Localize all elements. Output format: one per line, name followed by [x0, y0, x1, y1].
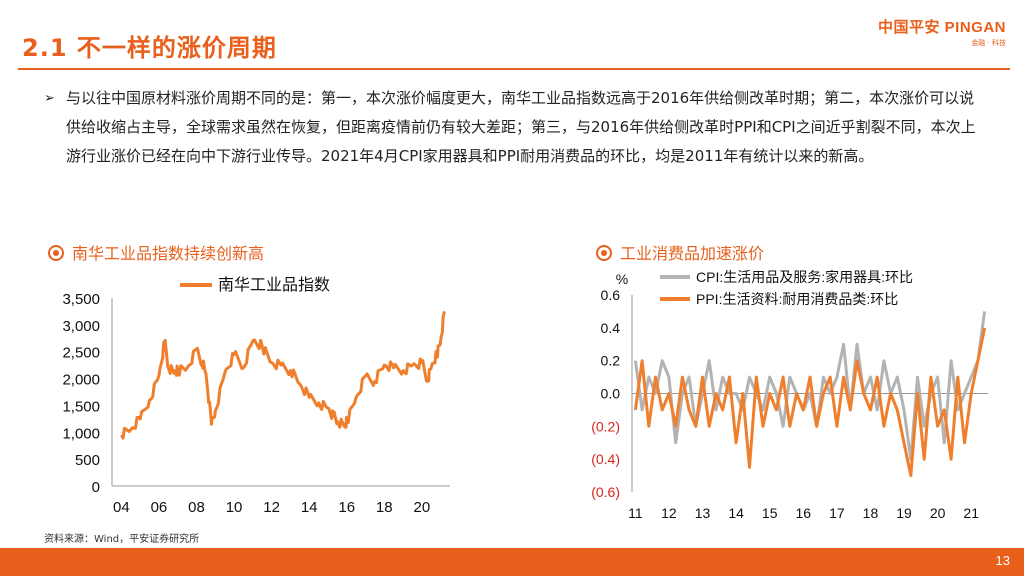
right-chart-title: 工业消费品加速涨价 — [596, 240, 764, 264]
x-tick-label: 18 — [376, 499, 393, 516]
bullet-arrow-icon: ➢ — [44, 91, 55, 106]
y-axis-unit-label: % — [616, 271, 628, 287]
x-tick-label: 10 — [226, 499, 243, 516]
y-tick-label: 0 — [92, 479, 100, 496]
y-tick-label: 0.2 — [601, 353, 621, 369]
y-tick-label: 2,500 — [62, 345, 100, 362]
legend-label-nanhua: 南华工业品指数 — [218, 276, 330, 294]
legend-label-cpi: CPI:生活用品及服务:家用器具:环比 — [696, 269, 913, 285]
x-tick-label: 20 — [930, 505, 946, 521]
x-tick-label: 04 — [113, 499, 130, 516]
x-tick-label: 12 — [263, 499, 280, 516]
footer-bar — [0, 548, 1024, 576]
y-tick-label: 3,000 — [62, 318, 100, 335]
x-tick-label: 12 — [661, 505, 677, 521]
y-tick-label: 500 — [75, 452, 100, 469]
x-tick-label: 13 — [695, 505, 711, 521]
x-tick-label: 20 — [413, 499, 430, 516]
page-title: 2.1 不一样的涨价周期 — [22, 34, 277, 62]
page-number: 13 — [995, 553, 1010, 568]
x-tick-label: 14 — [301, 499, 318, 516]
logo-sub-text: 金融 · 科技 — [971, 39, 1006, 47]
y-tick-label: 1,500 — [62, 398, 100, 415]
x-tick-label: 14 — [728, 505, 744, 521]
right-chart-title-text: 工业消费品加速涨价 — [620, 244, 765, 263]
x-tick-label: 16 — [338, 499, 355, 516]
y-tick-label: 1,000 — [62, 425, 100, 442]
x-tick-label: 21 — [963, 505, 979, 521]
x-tick-label: 17 — [829, 505, 845, 521]
logo-main-text: 中国平安 PINGAN — [877, 19, 1006, 36]
series-line-nanhua-index — [120, 311, 446, 440]
x-tick-label: 18 — [863, 505, 879, 521]
left-chart-title-text: 南华工业品指数持续创新高 — [72, 244, 265, 263]
nanhua-index-chart: 3,500 3,000 2,500 2,000 1,500 1,000 500 0 04 06 08… — [62, 276, 450, 516]
y-tick-label: 0.0 — [601, 386, 621, 402]
consumer-goods-mom-chart: %0.6 0.4 0.2 0.0 (0.2) (0.4) (0.6) 11 12 13 14 15 16… — [591, 269, 988, 521]
x-tick-label: 16 — [795, 505, 811, 521]
y-tick-label: 3,500 — [62, 291, 100, 308]
y-tick-label: (0.4) — [591, 451, 620, 467]
x-tick-label: 06 — [151, 499, 168, 516]
y-tick-label: 0.6 — [601, 287, 621, 303]
legend-label-ppi: PPI:生活资料:耐用消费品类:环比 — [696, 291, 898, 307]
summary-text: 与以往中国原材料涨价周期不同的是：第一，本次涨价幅度更大，南华工业品指数远高于2… — [66, 89, 976, 165]
series-line-ppi-durable-goods — [633, 327, 987, 478]
x-tick-label: 11 — [628, 505, 643, 521]
summary-paragraph: ➢ 与以往中国原材料涨价周期不同的是：第一，本次涨价幅度更大，南华工业品指数远高… — [44, 84, 976, 171]
target-icon — [48, 244, 64, 261]
x-tick-label: 08 — [188, 499, 205, 516]
x-tick-label: 19 — [896, 505, 912, 521]
y-tick-label: 2,000 — [62, 372, 100, 389]
y-tick-label: (0.6) — [591, 484, 620, 500]
brand-logo: 中国平安 PINGAN 金融 · 科技 — [878, 16, 1006, 48]
title-divider — [18, 68, 1010, 70]
x-tick-label: 15 — [762, 505, 778, 521]
y-tick-label: 0.4 — [601, 320, 621, 336]
y-tick-label: (0.2) — [591, 418, 620, 434]
data-source: 资料来源：Wind，平安证券研究所 — [44, 534, 200, 545]
target-icon — [596, 244, 612, 261]
left-chart-title: 南华工业品指数持续创新高 — [48, 240, 264, 264]
